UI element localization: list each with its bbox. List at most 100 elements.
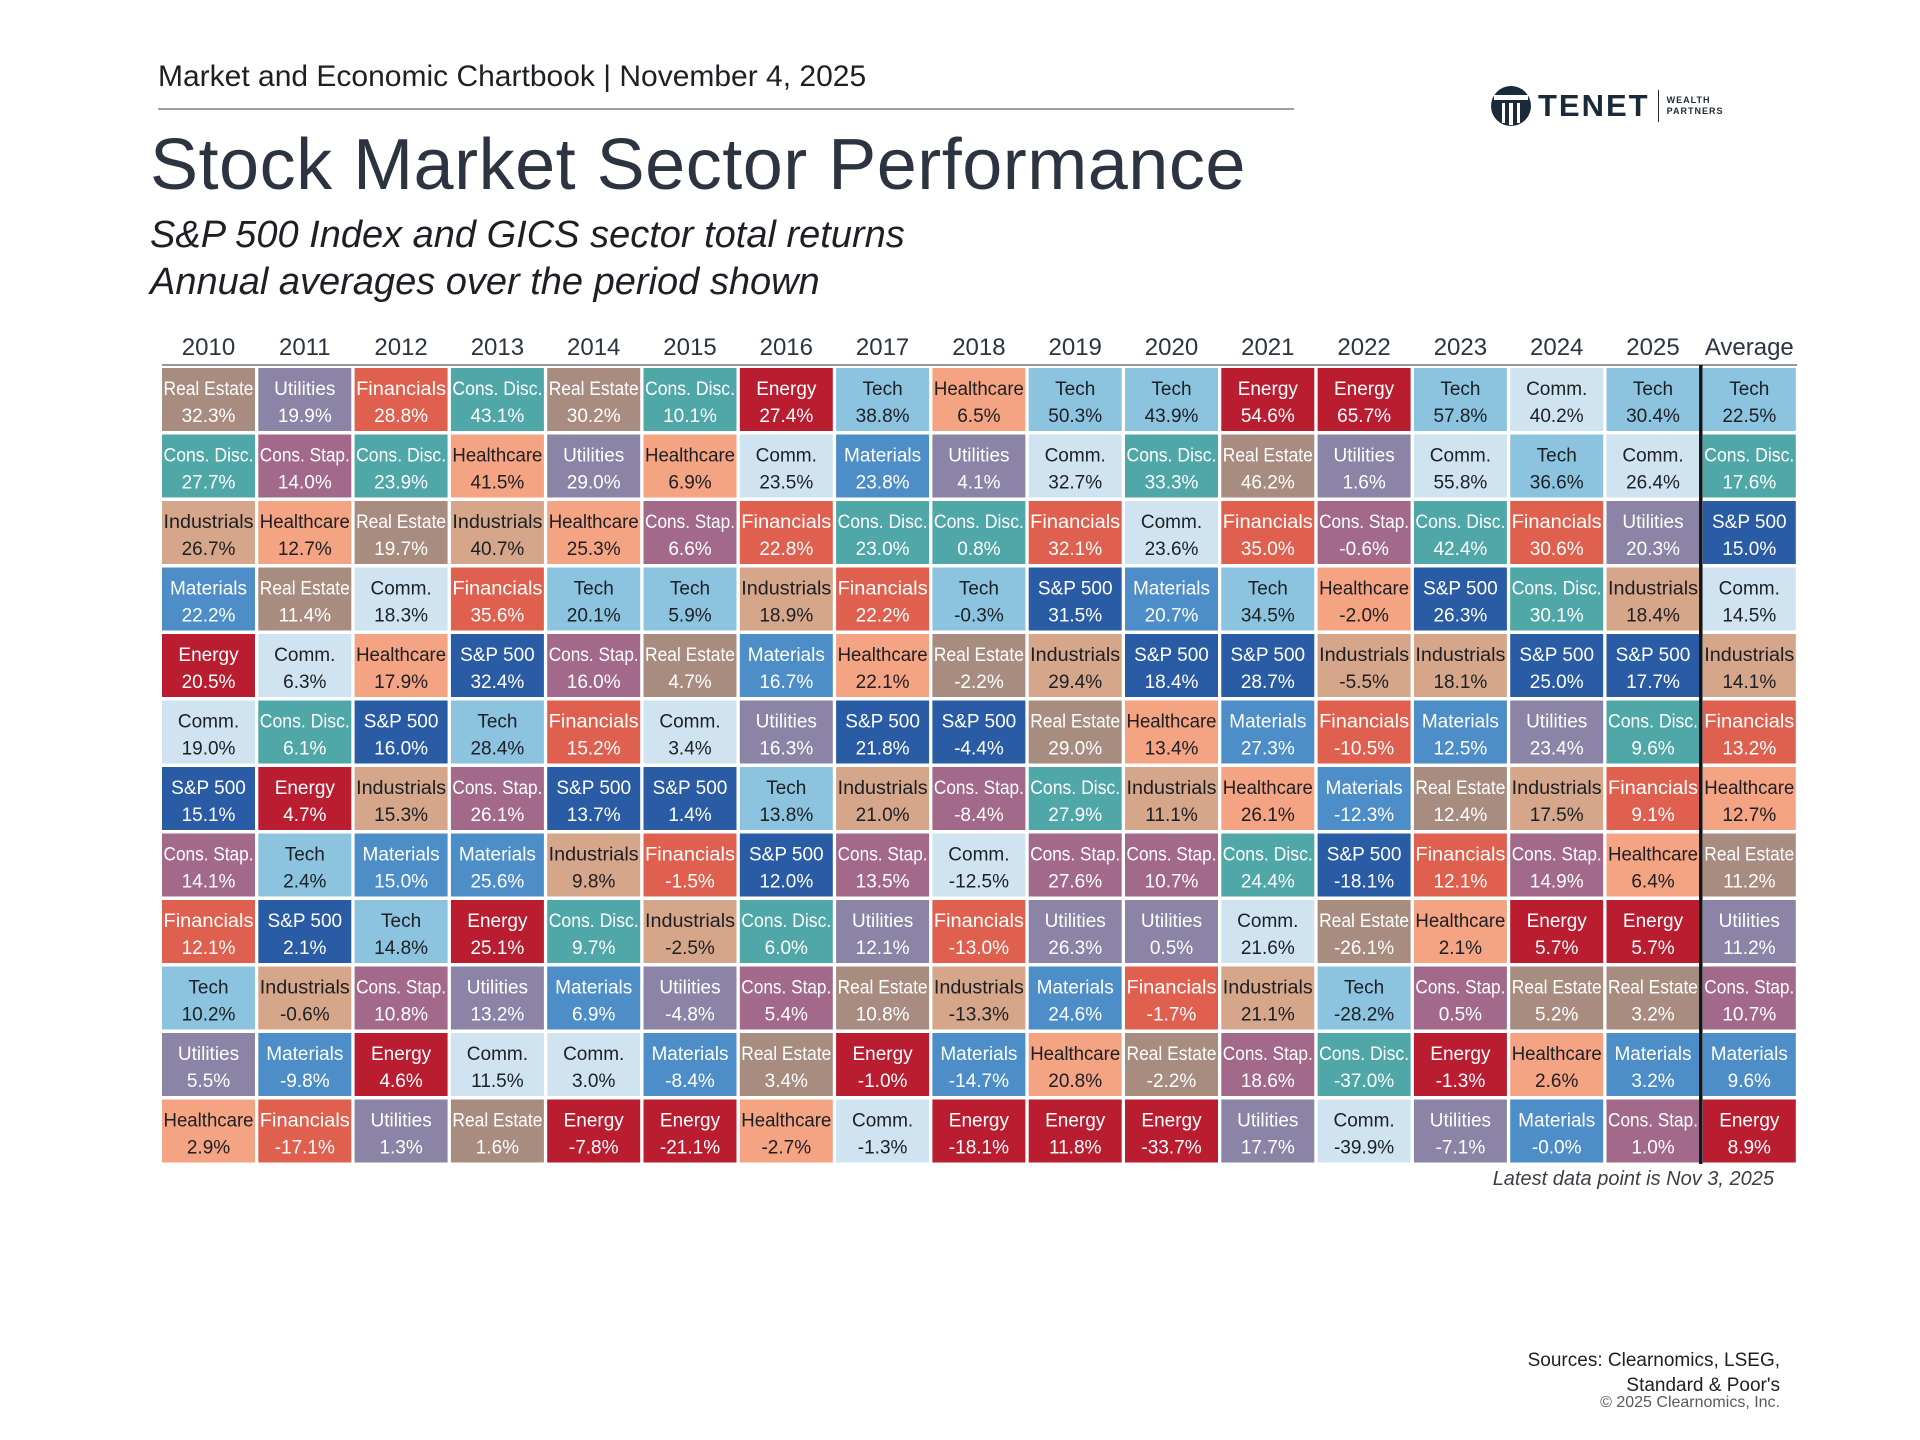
sector-return: 6.9% [668, 473, 711, 494]
year-label: 2010 [182, 334, 235, 361]
sector-cell: Materials 22.2% [162, 567, 255, 631]
cell-bg [1028, 833, 1122, 897]
sector-name: Cons. Stap. [741, 978, 831, 999]
sector-return: 23.8% [856, 473, 910, 494]
sector-cell: Financials -17.1% [258, 1099, 352, 1163]
sector-name: Tech [1729, 379, 1769, 400]
year-label: Average [1705, 334, 1794, 361]
sector-cell: Utilities 23.4% [1510, 700, 1604, 764]
sector-name: Tech [477, 712, 517, 733]
sector-return: 11.1% [1145, 805, 1198, 826]
sector-cell: Real Estate 12.4% [1413, 767, 1507, 830]
sector-name: Financials [452, 579, 542, 600]
sector-cell: Comm. 6.3% [258, 634, 352, 697]
sector-name: Healthcare [1319, 579, 1409, 600]
sector-cell: Healthcare 2.9% [162, 1099, 255, 1163]
sector-return: -2.0% [1339, 606, 1389, 627]
sector-cell: Materials -0.0% [1510, 1099, 1604, 1163]
sector-return: 1.6% [1342, 473, 1385, 494]
sector-name: Materials [1711, 1044, 1788, 1065]
sector-name: Cons. Disc. [164, 446, 254, 467]
sector-cell: Materials 24.6% [1028, 966, 1122, 1030]
sector-cell: S&P 500 31.5% [1028, 567, 1122, 631]
cell-bg [1317, 567, 1411, 631]
cell-bg [1221, 700, 1315, 764]
sector-name: Real Estate [1512, 978, 1602, 999]
sector-cell: Real Estate -26.1% [1317, 900, 1411, 963]
sector-name: Tech [1248, 579, 1288, 600]
cell-bg [1125, 1033, 1218, 1096]
sector-cell: Financials 9.1% [1606, 767, 1700, 830]
sector-cell: Financials 22.2% [836, 567, 930, 631]
sector-name: Cons. Disc. [356, 446, 446, 467]
year-label: 2023 [1434, 334, 1487, 361]
sector-return: 24.4% [1241, 872, 1295, 893]
tenet-logo: TENET WEALTH PARTNERS [1490, 82, 1723, 130]
sector-name: Industrials [260, 978, 350, 999]
sector-name: Industrials [1608, 579, 1698, 600]
sector-name: S&P 500 [1423, 579, 1498, 600]
sector-return: 10.7% [1722, 1005, 1776, 1026]
cell-bg [354, 1099, 448, 1163]
sector-return: 27.6% [1048, 872, 1102, 893]
sector-cell: Cons. Disc. 0.8% [932, 501, 1026, 564]
sector-name: Utilities [1141, 911, 1202, 932]
sector-return: -0.6% [280, 1005, 330, 1026]
cell-bg [836, 900, 930, 963]
sector-return: 6.5% [957, 406, 1000, 427]
sources: Sources: Clearnomics, LSEG, Standard & P… [1528, 1348, 1780, 1398]
sector-return: -0.3% [954, 606, 1004, 627]
cell-bg [1221, 1033, 1315, 1096]
sector-name: Comm. [1622, 446, 1683, 467]
sector-cell: Financials 35.0% [1221, 501, 1315, 564]
cell-bg [739, 1099, 833, 1163]
sector-return: 23.9% [374, 473, 428, 494]
sector-return: 28.7% [1241, 672, 1295, 693]
cell-bg [258, 1033, 352, 1096]
sector-return: 9.7% [572, 938, 615, 959]
sector-name: Financials [1223, 512, 1313, 533]
cell-bg [1413, 368, 1507, 431]
sector-return: 20.5% [182, 672, 236, 693]
sector-return: 3.2% [1631, 1005, 1674, 1026]
sector-name: Comm. [852, 1111, 913, 1132]
sector-cell: Healthcare 17.9% [354, 634, 448, 697]
sector-name: Cons. Disc. [741, 911, 831, 932]
sector-name: Comm. [1333, 1111, 1394, 1132]
cell-bg [354, 368, 448, 431]
sector-name: Healthcare [356, 645, 446, 666]
cell-bg [836, 833, 930, 897]
sector-cell: Tech 14.8% [354, 900, 448, 963]
cell-bg [1125, 634, 1218, 697]
sector-return: 14.8% [374, 938, 428, 959]
cell-bg [1221, 634, 1315, 697]
cell-bg [450, 900, 544, 963]
sector-return: 19.0% [182, 739, 236, 760]
sector-return: 1.0% [1631, 1138, 1674, 1159]
cell-bg [739, 767, 833, 830]
sector-return: 11.2% [1723, 938, 1776, 959]
cell-bg [1125, 1099, 1218, 1163]
sector-name: Cons. Stap. [1704, 978, 1794, 999]
sector-name: Healthcare [1608, 845, 1698, 866]
sector-name: Utilities [563, 446, 624, 467]
sector-return: 6.4% [1631, 872, 1674, 893]
cell-bg [1221, 368, 1315, 431]
sector-name: Energy [1623, 911, 1684, 932]
cell-bg [1125, 567, 1218, 631]
sector-return: -12.3% [1334, 805, 1394, 826]
sector-return: 15.3% [374, 805, 428, 826]
sector-cell: Cons. Disc. 23.9% [354, 434, 448, 498]
sector-cell: Cons. Stap. 1.0% [1606, 1099, 1700, 1163]
sector-name: Tech [863, 379, 903, 400]
sector-cell: Financials 30.6% [1510, 501, 1604, 564]
sector-return: 9.8% [572, 872, 615, 893]
sector-name: Healthcare [1512, 1044, 1602, 1065]
sector-cell: Energy 65.7% [1317, 368, 1411, 431]
sector-cell: Utilities -4.8% [643, 966, 737, 1030]
sector-cell: Comm. 18.3% [354, 567, 448, 631]
sector-return: 18.3% [374, 606, 428, 627]
sector-return: 50.3% [1048, 406, 1102, 427]
sector-return: 21.8% [856, 739, 910, 760]
sector-cell: Utilities 1.6% [1317, 434, 1411, 498]
